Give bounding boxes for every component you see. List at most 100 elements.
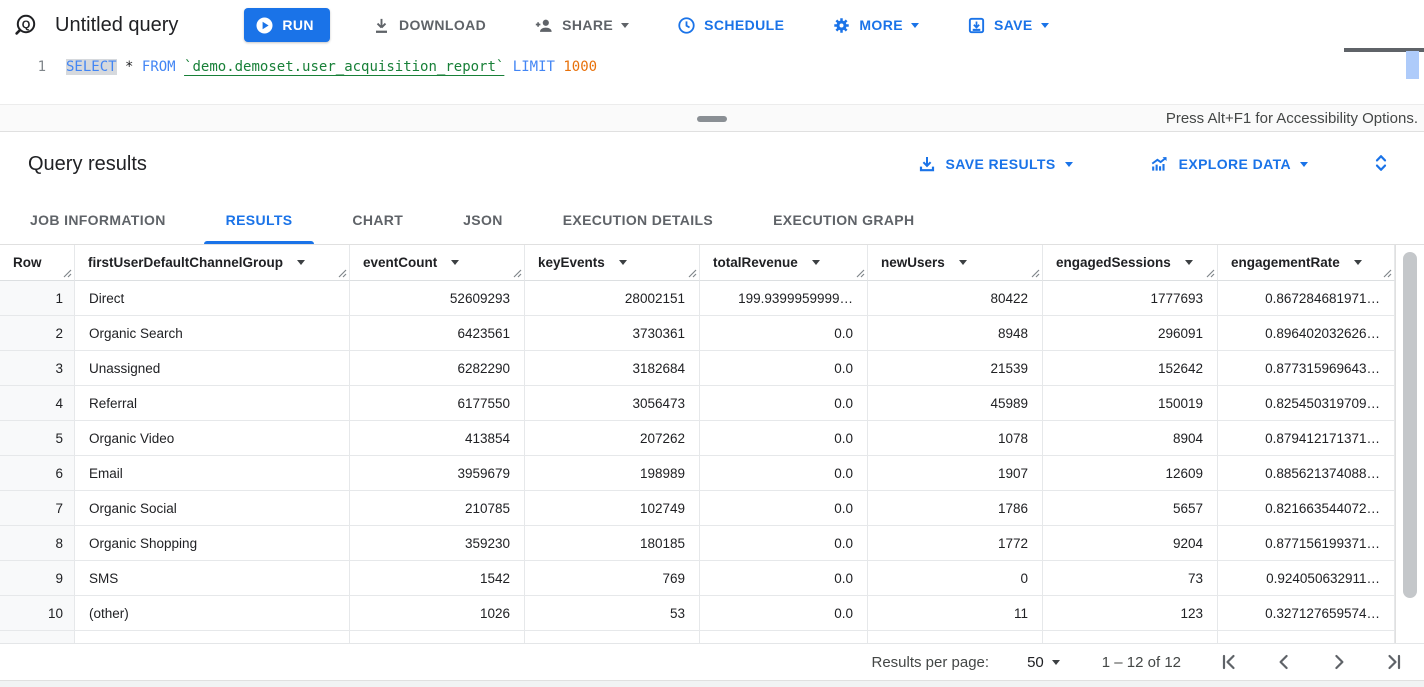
cell-firstUserDefaultChannelGroup: Organic Social (75, 491, 350, 526)
pagination-bar: Results per page: 50 1 – 12 of 12 (0, 643, 1424, 681)
cell-engagementRate: 0.885621374088… (1218, 456, 1395, 491)
schedule-button[interactable]: SCHEDULE (671, 15, 790, 36)
column-header-totalRevenue[interactable]: totalRevenue (700, 245, 868, 281)
column-resize-handle-icon[interactable] (63, 269, 72, 278)
table-row: 11Paid Social3371340.0001.0 (0, 631, 1424, 643)
cell-newUsers: 1907 (868, 456, 1043, 491)
cell-totalRevenue: 0.0 (700, 631, 868, 643)
sql-token: * (125, 59, 134, 75)
sql-code[interactable]: SELECT * FROM `demo.demoset.user_acquisi… (66, 55, 597, 79)
cell-engagementRate: 1.0 (1218, 631, 1395, 643)
column-header-engagedSessions[interactable]: engagedSessions (1043, 245, 1218, 281)
more-button[interactable]: MORE (826, 15, 925, 36)
column-menu-icon[interactable] (618, 260, 627, 265)
sql-token: `demo.demoset.user_acquisition_report` (184, 59, 505, 75)
bigquery-query-icon: Q (15, 14, 36, 35)
tab-job-information[interactable]: JOB INFORMATION (30, 212, 166, 228)
explore-data-button[interactable]: EXPLORE DATA (1143, 153, 1314, 175)
save-results-button[interactable]: SAVE RESULTS (911, 153, 1079, 175)
query-results-header: Query results SAVE RESULTS EXPLORE DATA (0, 132, 1424, 196)
cell-engagementRate: 0.896402032626… (1218, 316, 1395, 351)
results-table: Row firstUserDefaultChannelGroup eventCou… (0, 245, 1424, 643)
column-resize-handle-icon[interactable] (688, 269, 697, 278)
cell-engagedSessions: 5657 (1043, 491, 1218, 526)
cell-eventCount: 413854 (350, 421, 525, 456)
column-header-row: Row (0, 245, 75, 281)
explore-chart-icon (1151, 156, 1167, 171)
caret-down-icon (621, 22, 630, 28)
sql-token (176, 59, 184, 75)
column-menu-icon[interactable] (958, 260, 967, 265)
cell-totalRevenue: 0.0 (700, 561, 868, 596)
cell-eventCount: 1026 (350, 596, 525, 631)
cell-eventCount: 6177550 (350, 386, 525, 421)
explore-data-label: EXPLORE DATA (1178, 156, 1291, 172)
column-resize-handle-icon[interactable] (1206, 269, 1215, 278)
tab-json[interactable]: JSON (463, 212, 503, 228)
table-scrollbar-thumb[interactable] (1403, 252, 1417, 598)
column-label: newUsers (881, 255, 945, 270)
run-button[interactable]: RUN (244, 8, 330, 42)
column-resize-handle-icon[interactable] (1383, 269, 1392, 278)
table-body: 1 Direct 52609293 28002151 199.9399959999… 80… (0, 281, 1424, 643)
query-results-title: Query results (28, 152, 147, 175)
more-label: MORE (859, 17, 903, 33)
column-resize-handle-icon[interactable] (856, 269, 865, 278)
caret-down-icon (910, 22, 919, 28)
column-menu-icon[interactable] (451, 260, 460, 265)
download-button[interactable]: DOWNLOAD (366, 15, 492, 36)
column-resize-handle-icon[interactable] (513, 269, 522, 278)
cell-firstUserDefaultChannelGroup: Unassigned (75, 351, 350, 386)
cell-engagedSessions: 1777693 (1043, 281, 1218, 316)
cell-totalRevenue: 199.9399959999… (700, 281, 868, 316)
sql-token: LIMIT (512, 59, 555, 75)
tab-execution-graph[interactable]: EXECUTION GRAPH (773, 212, 915, 228)
column-header-firstUserDefaultChannelGroup[interactable]: firstUserDefaultChannelGroup (75, 245, 350, 281)
run-label: RUN (282, 17, 314, 33)
previous-page-button[interactable] (1272, 650, 1296, 674)
column-header-newUsers[interactable]: newUsers (868, 245, 1043, 281)
table-row: 3 Unassigned 6282290 3182684 0.0 21539 152642 0… (0, 351, 1424, 386)
tab-execution-details[interactable]: EXECUTION DETAILS (562, 212, 714, 228)
column-header-engagementRate[interactable]: engagementRate (1218, 245, 1395, 281)
column-label: Row (13, 255, 42, 270)
save-label: SAVE (993, 17, 1033, 33)
column-menu-icon[interactable] (297, 260, 306, 265)
page-range-label: 1 – 12 of 12 (1101, 653, 1181, 671)
cell-engagedSessions: 123 (1043, 596, 1218, 631)
query-tab-title: Untitled query (55, 13, 179, 36)
column-menu-icon[interactable] (1353, 260, 1362, 265)
page-size-select[interactable]: 50 (1027, 654, 1060, 671)
tab-results[interactable]: RESULTS (196, 196, 323, 244)
last-page-button[interactable] (1382, 650, 1406, 674)
column-header-keyEvents[interactable]: keyEvents (525, 245, 700, 281)
cell-newUsers: 8948 (868, 316, 1043, 351)
next-page-button[interactable] (1327, 650, 1351, 674)
share-button[interactable]: SHARE (528, 15, 635, 36)
sql-token (133, 59, 141, 75)
expand-results-button[interactable] (1370, 151, 1392, 178)
row-number: 1 (0, 281, 75, 316)
cell-eventCount: 6423561 (350, 316, 525, 351)
column-menu-icon[interactable] (1184, 260, 1193, 265)
sql-editor[interactable]: 1 SELECT * FROM `demo.demoset.user_acqui… (0, 48, 1424, 104)
row-number: 3 (0, 351, 75, 386)
column-menu-icon[interactable] (811, 260, 820, 265)
table-scrollbar-track[interactable] (1395, 245, 1424, 643)
editor-horizontal-scrollbar[interactable] (1344, 48, 1424, 52)
column-resize-handle-icon[interactable] (1031, 269, 1040, 278)
cell-engagedSessions: 150019 (1043, 386, 1218, 421)
editor-vertical-scrollbar[interactable] (1406, 51, 1419, 79)
save-button[interactable]: SAVE (961, 15, 1055, 36)
column-label: engagedSessions (1056, 255, 1171, 270)
column-resize-handle-icon[interactable] (338, 269, 347, 278)
row-number: 11 (0, 631, 75, 643)
column-header-eventCount[interactable]: eventCount (350, 245, 525, 281)
cell-newUsers: 0 (868, 561, 1043, 596)
cell-eventCount: 3959679 (350, 456, 525, 491)
tab-chart[interactable]: CHART (352, 212, 404, 228)
first-page-button[interactable] (1217, 650, 1241, 674)
column-label: firstUserDefaultChannelGroup (88, 255, 284, 270)
cell-engagedSessions: 296091 (1043, 316, 1218, 351)
panel-resize-handle[interactable] (697, 116, 727, 122)
